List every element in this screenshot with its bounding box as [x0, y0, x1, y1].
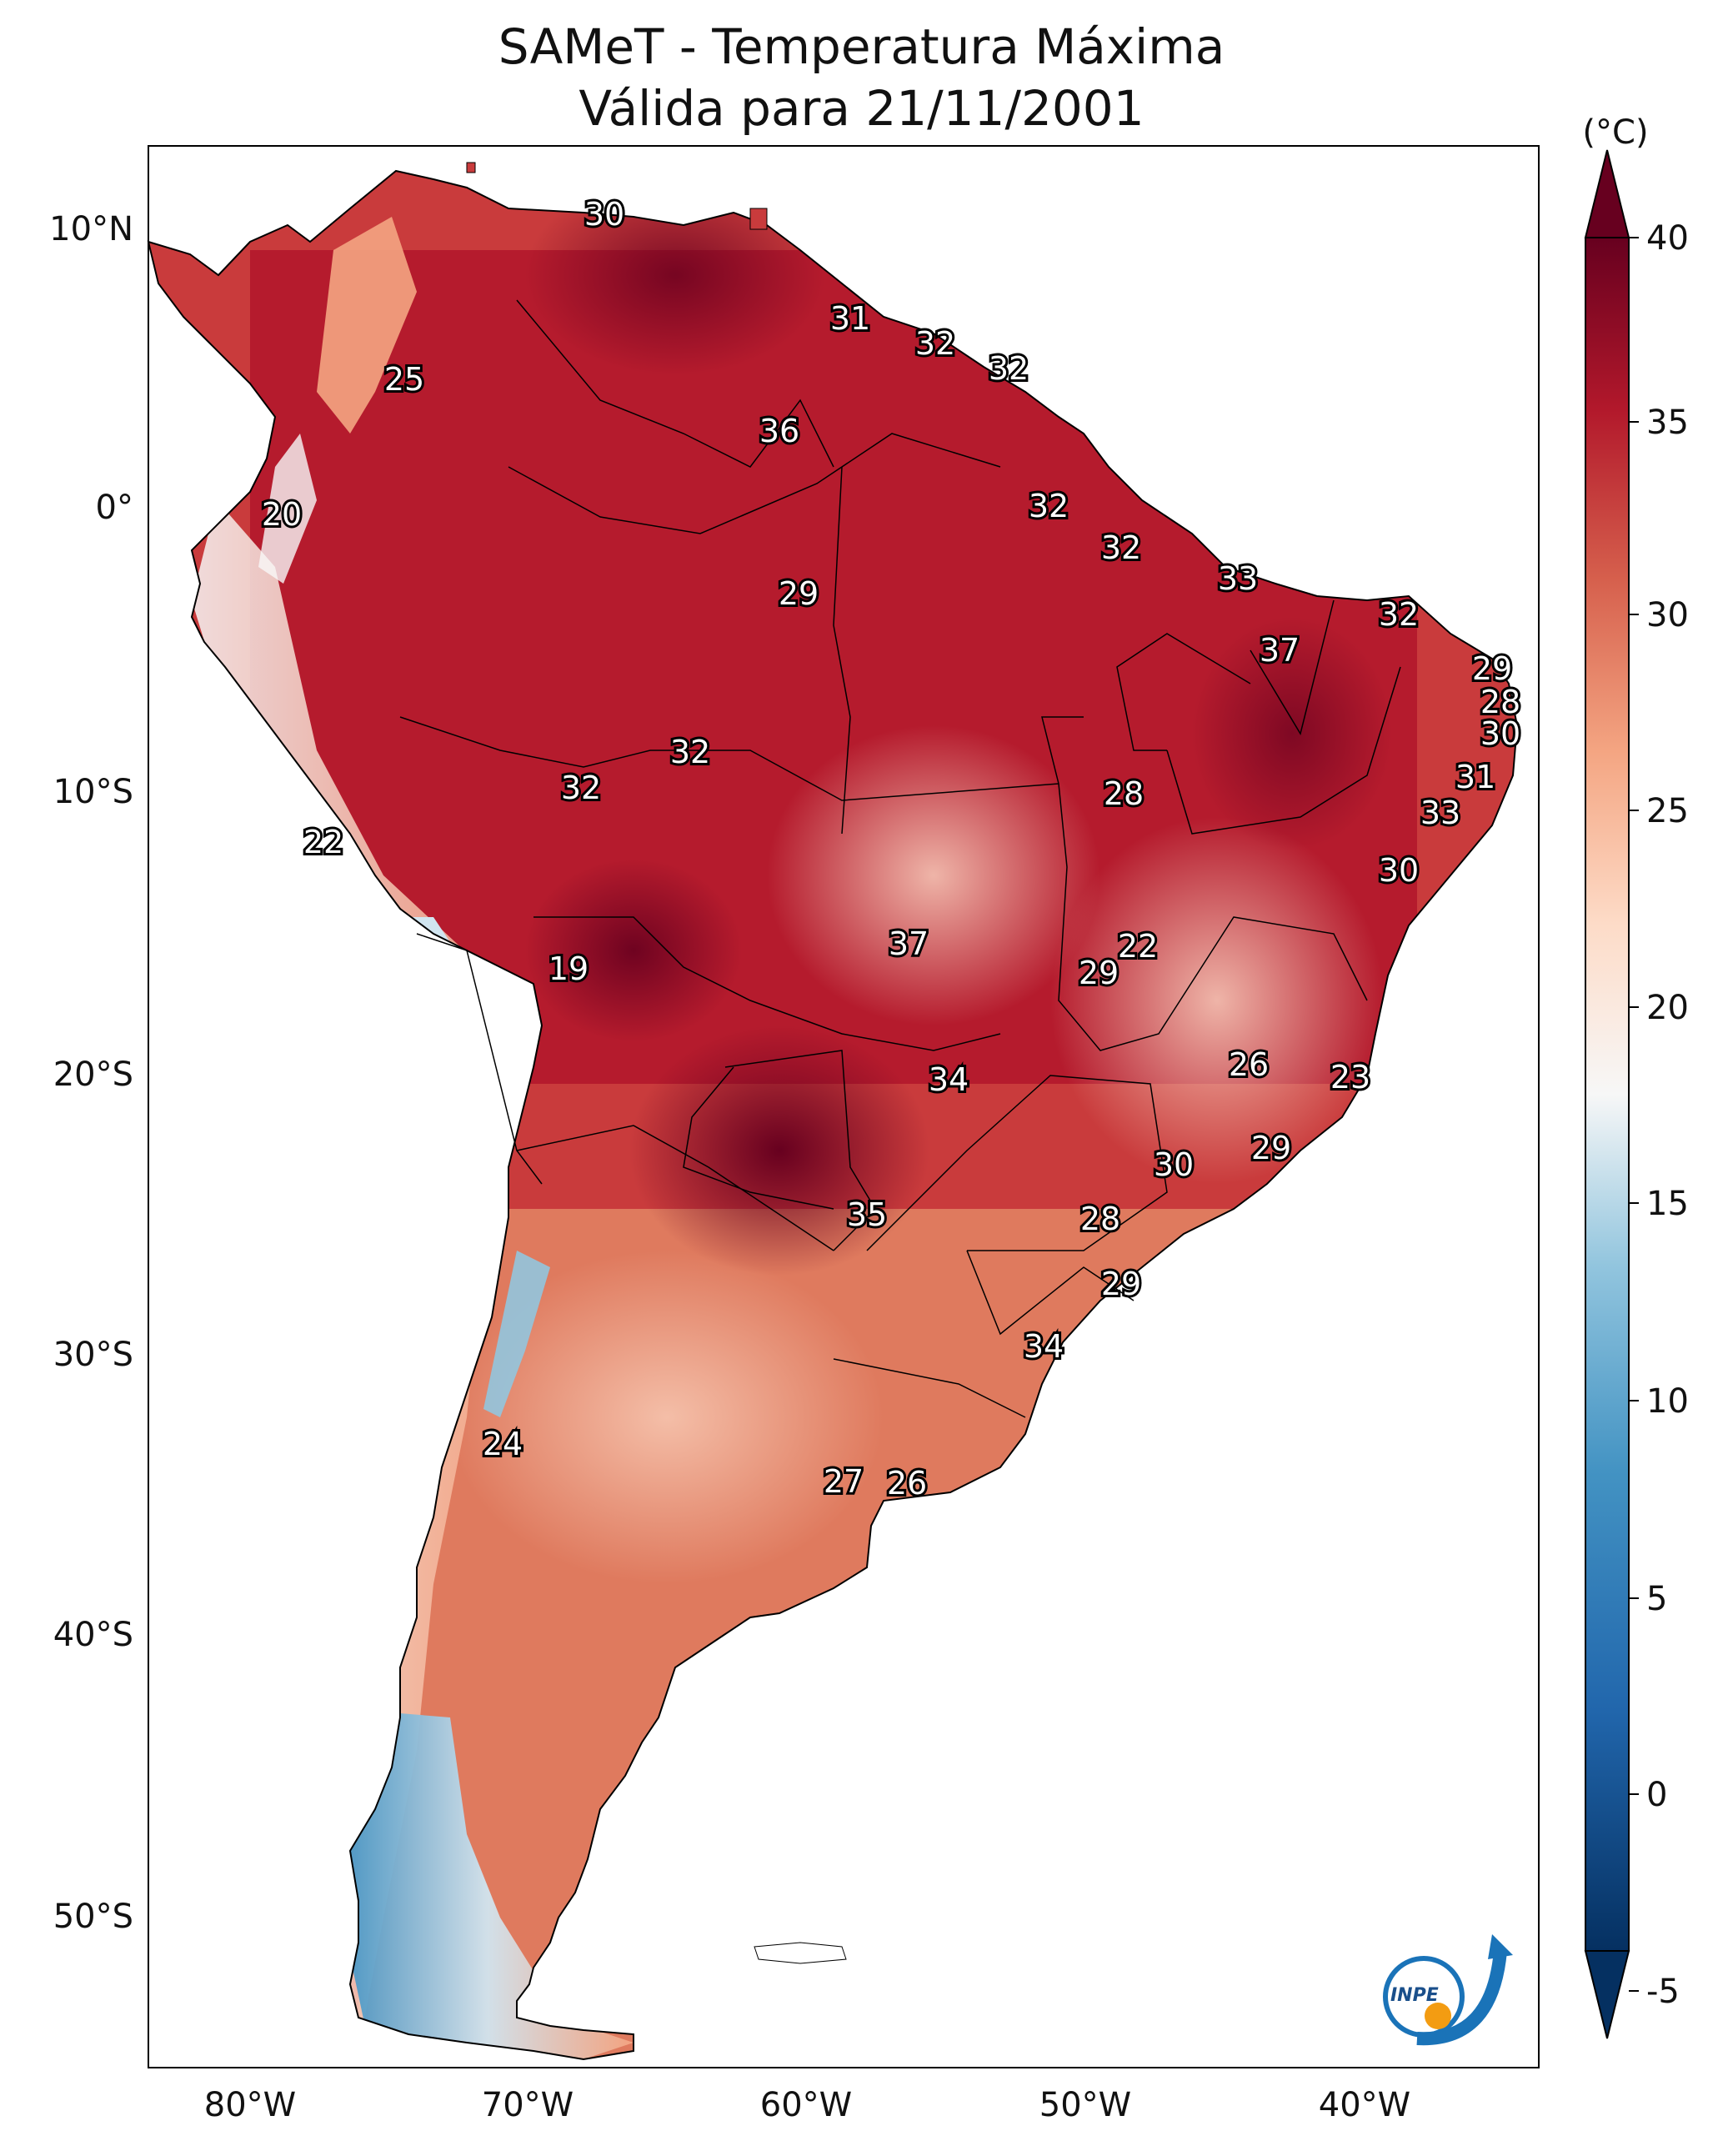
- station-value: 24: [483, 1426, 523, 1462]
- inpe-logo-text: INPE: [1390, 1985, 1439, 2006]
- lon-label: 60°W: [760, 2086, 852, 2124]
- station-value: 28: [1104, 775, 1144, 812]
- lon-label: 80°W: [204, 2086, 296, 2124]
- station-value: 32: [670, 734, 710, 770]
- station-value: 30: [1480, 715, 1520, 752]
- station-value: 30: [584, 196, 624, 233]
- station-value: 37: [889, 925, 929, 962]
- station-value: 32: [1101, 529, 1141, 566]
- station-value: 27: [824, 1463, 864, 1500]
- station-value: 33: [1420, 795, 1460, 831]
- colorbar-tick: 15: [1646, 1185, 1689, 1223]
- map-title-line1: SAMeT - Temperatura Máxima: [498, 18, 1225, 75]
- lon-label: 40°W: [1319, 2086, 1410, 2124]
- lon-label: 50°W: [1039, 2086, 1131, 2124]
- inpe-logo: INPE: [1383, 1934, 1513, 2046]
- station-value: 36: [759, 413, 799, 449]
- station-value: 29: [1251, 1130, 1291, 1166]
- lat-label: 50°S: [53, 1898, 133, 1936]
- station-value: 34: [929, 1061, 969, 1098]
- lat-label: 30°S: [53, 1336, 133, 1374]
- station-value: 32: [915, 325, 955, 362]
- colorbar-tick: 5: [1646, 1580, 1667, 1618]
- station-value: 32: [989, 350, 1029, 387]
- station-value: 29: [779, 575, 819, 612]
- colorbar-tick: 25: [1646, 792, 1689, 830]
- station-value: 26: [1229, 1046, 1269, 1083]
- station-value: 29: [1079, 955, 1119, 991]
- station-value: 32: [561, 770, 601, 806]
- station-value: 35: [847, 1196, 887, 1233]
- station-value: 31: [830, 300, 870, 337]
- lat-label: 20°S: [53, 1055, 133, 1094]
- longitude-labels: 80°W 70°W 60°W 50°W 40°W: [204, 2086, 1410, 2124]
- station-value: 37: [1260, 632, 1300, 669]
- station-value: 32: [1029, 488, 1069, 524]
- station-value: 29: [1472, 650, 1512, 687]
- lon-label: 70°W: [482, 2086, 573, 2124]
- lat-label: 0°: [96, 489, 133, 527]
- station-value: 22: [303, 824, 343, 860]
- lat-label: 10°S: [53, 773, 133, 811]
- colorbar-tick: 40: [1646, 219, 1689, 258]
- station-value: 33: [1218, 560, 1258, 597]
- station-value: 30: [1379, 852, 1419, 889]
- islands: [466, 162, 847, 1964]
- state-borders: [399, 299, 1401, 1418]
- colorbar-unit: (°C): [1582, 113, 1648, 152]
- lat-label: 10°N: [49, 210, 133, 248]
- station-values: 30 31 32 32 25 36 20 32 32 29 33 32 37 2…: [259, 193, 1523, 1504]
- colorbar-tick: 35: [1646, 404, 1689, 442]
- station-value: 23: [1330, 1059, 1370, 1096]
- station-value: 28: [1080, 1201, 1120, 1237]
- station-value: 19: [548, 950, 589, 987]
- colorbar: (°C) 40 35 30 25 20 15 10 5 0 -5: [1582, 113, 1689, 2039]
- station-value: 26: [887, 1465, 927, 1502]
- lat-label: 40°S: [53, 1616, 133, 1654]
- colorbar-tick: 10: [1646, 1382, 1689, 1421]
- station-value: 20: [262, 496, 302, 533]
- colorbar-tick: 20: [1646, 989, 1689, 1027]
- latitude-labels: 10°N 0° 10°S 20°S 30°S 40°S 50°S: [49, 210, 133, 1936]
- colorbar-tick: 0: [1646, 1776, 1667, 1814]
- station-value: 31: [1455, 759, 1495, 795]
- colorbar-tick: -5: [1646, 1973, 1680, 2011]
- colorbar-tick: 30: [1646, 596, 1689, 634]
- station-value: 25: [384, 361, 424, 398]
- colorbar-scale: [1585, 237, 1630, 1952]
- station-value: 29: [1101, 1266, 1141, 1302]
- station-value: 34: [1024, 1328, 1064, 1365]
- map-title-line2: Válida para 21/11/2001: [579, 80, 1144, 137]
- station-value: 28: [1480, 684, 1520, 720]
- station-value: 30: [1154, 1146, 1194, 1183]
- station-value: 22: [1118, 928, 1158, 965]
- station-value: 32: [1379, 596, 1419, 633]
